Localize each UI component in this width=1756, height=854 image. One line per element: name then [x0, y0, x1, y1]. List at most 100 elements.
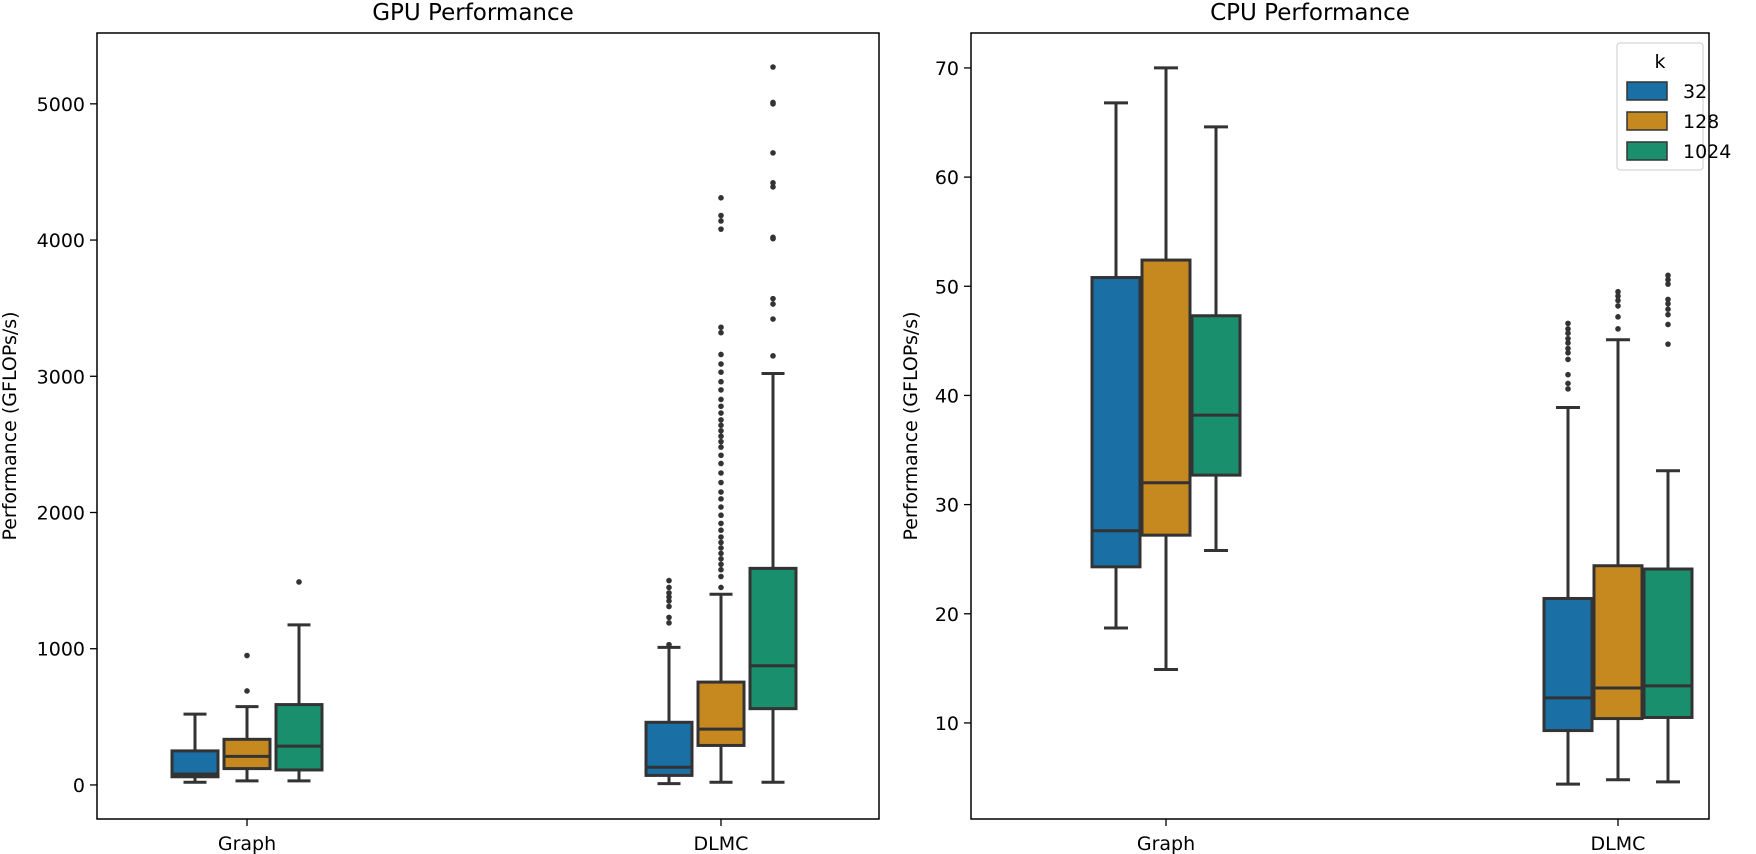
outlier-point — [718, 195, 724, 201]
outlier-point — [718, 584, 724, 591]
box-body — [1090, 276, 1142, 569]
outlier-point — [718, 556, 724, 562]
cpu-box-32-dlmc — [1542, 320, 1594, 786]
outlier-point — [718, 573, 724, 580]
gpu-x-ticks: Graph DLMC — [218, 819, 749, 854]
outlier-point — [1665, 296, 1671, 303]
outlier-point — [1565, 350, 1571, 356]
cpu-x-tick-label: DLMC — [1591, 833, 1646, 854]
outlier-point — [718, 550, 724, 557]
outlier-point — [1665, 321, 1671, 328]
outlier-point — [1665, 300, 1671, 307]
cpu-x-ticks: Graph DLMC — [1137, 819, 1646, 854]
legend: k 32 128 1024 — [1616, 42, 1731, 171]
outlier-point — [718, 452, 724, 459]
outlier-point — [770, 99, 776, 106]
outlier-point — [1565, 371, 1571, 378]
gpu-axes-frame — [96, 32, 880, 820]
outlier-point — [1565, 330, 1571, 337]
outlier-point — [1615, 297, 1621, 304]
outlier-point — [718, 324, 724, 331]
outlier-point — [666, 594, 672, 600]
outlier-point — [718, 378, 724, 385]
gpu-y-axis-label: Performance (GFLOPs/s) — [0, 311, 21, 540]
outlier-point — [770, 295, 776, 302]
outlier-point — [718, 496, 724, 502]
outlier-point — [1565, 386, 1571, 392]
cpu-box-128-graph — [1140, 66, 1192, 671]
gpu-box-32-dlmc — [644, 577, 694, 786]
outlier-point — [718, 361, 724, 367]
box-body — [274, 703, 324, 772]
cpu-axes-frame — [970, 32, 1710, 820]
outlier-point — [770, 184, 776, 190]
box-body — [1140, 258, 1192, 537]
outlier-point — [1665, 306, 1671, 312]
gpu-chart-title: GPU Performance — [372, 0, 574, 26]
cpu-y-tick-label: 70 — [935, 58, 959, 80]
outlier-point — [666, 641, 672, 648]
outlier-point — [718, 422, 724, 429]
outlier-point — [718, 433, 724, 440]
gpu-y-tick-label: 4000 — [37, 230, 85, 252]
outlier-point — [1615, 293, 1621, 299]
gpu-y-tick-label: 0 — [73, 775, 85, 797]
cpu-y-tick-label: 20 — [935, 604, 959, 626]
gpu-box-1024-dlmc — [748, 64, 798, 784]
outlier-point — [770, 316, 776, 322]
outlier-point — [666, 614, 672, 621]
outlier-point — [1665, 311, 1671, 318]
cpu-box-32-graph — [1090, 101, 1142, 630]
outlier-point — [718, 489, 724, 495]
outlier-point — [1615, 314, 1621, 320]
cpu-y-tick-label: 50 — [935, 276, 959, 298]
cpu-y-tick-label: 40 — [935, 385, 959, 407]
gpu-y-tick-label: 5000 — [37, 94, 85, 116]
box-body — [1190, 314, 1242, 477]
legend-swatch-32 — [1626, 81, 1668, 101]
outlier-point — [718, 427, 724, 434]
outlier-point — [770, 301, 776, 307]
cpu-plot-area — [1090, 66, 1694, 786]
gpu-plot-area — [170, 64, 798, 786]
outlier-point — [718, 410, 724, 416]
cpu-x-tick-label: Graph — [1137, 833, 1195, 854]
outlier-point — [718, 534, 724, 540]
outlier-point — [666, 598, 672, 604]
outlier-point — [770, 234, 776, 241]
outlier-point — [296, 579, 302, 585]
outlier-point — [718, 566, 724, 573]
legend-label-1024: 1024 — [1683, 141, 1731, 163]
outlier-point — [1565, 326, 1571, 332]
outlier-point — [666, 590, 672, 596]
outlier-point — [718, 444, 724, 450]
cpu-box-1024-graph — [1190, 125, 1242, 552]
outlier-point — [1665, 281, 1671, 287]
outlier-point — [718, 520, 724, 527]
outlier-point — [770, 353, 776, 359]
box-body — [696, 680, 746, 747]
gpu-box-128-graph — [222, 652, 272, 783]
gpu-y-tick-label: 1000 — [37, 639, 85, 661]
outlier-point — [718, 329, 724, 336]
box-body — [1592, 564, 1644, 721]
gpu-box-1024-graph — [274, 579, 324, 783]
gpu-y-tick-label: 3000 — [37, 366, 85, 388]
outlier-point — [666, 620, 672, 626]
gpu-x-tick-label: DLMC — [694, 833, 749, 854]
legend-title: k — [1654, 51, 1665, 73]
box-body — [748, 566, 798, 711]
outlier-point — [718, 527, 724, 534]
gpu-y-ticks: 0 1000 2000 3000 4000 5000 — [37, 94, 97, 797]
outlier-point — [718, 417, 724, 423]
legend-frame — [1616, 42, 1704, 171]
outlier-point — [718, 218, 724, 224]
cpu-panel: CPU Performance Performance (GFLOPs/s) 1… — [900, 0, 1731, 854]
outlier-point — [718, 545, 724, 551]
outlier-point — [718, 539, 724, 546]
outlier-point — [718, 396, 724, 403]
outlier-point — [1565, 356, 1571, 363]
outlier-point — [718, 460, 724, 467]
box-body — [1542, 596, 1594, 733]
